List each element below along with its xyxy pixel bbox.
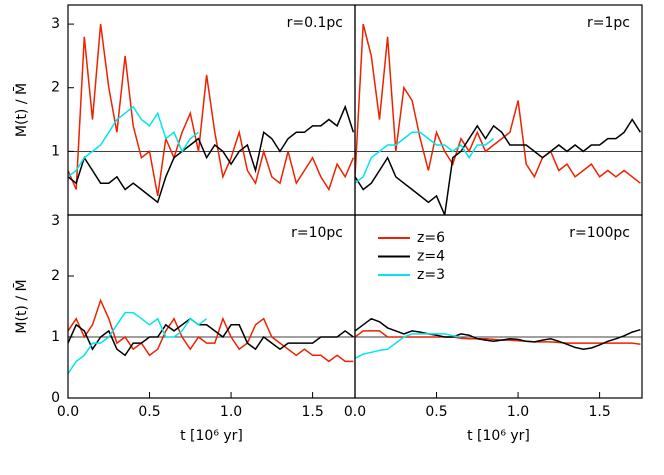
- y-tick-label: 3: [51, 16, 60, 32]
- series-line: [355, 23, 641, 184]
- x-tick-label: 0.5: [138, 404, 160, 420]
- series-line: [68, 104, 355, 204]
- x-axis-label: t [10⁶ yr]: [467, 428, 530, 444]
- series-line: [355, 131, 495, 184]
- legend-label: z=3: [417, 267, 445, 283]
- annotation: r=0.1pc: [287, 15, 343, 31]
- series-line: [355, 118, 642, 215]
- y-tick-label: 1: [51, 143, 60, 159]
- panel-frame: [354, 214, 643, 399]
- panel-frame: [67, 214, 356, 399]
- y-axis-label: M(t) / M̄: [12, 279, 30, 333]
- x-tick-label: 0.0: [57, 404, 79, 420]
- x-tick-label: 1.0: [507, 404, 529, 420]
- legend-label: z=6: [417, 230, 445, 246]
- y-tick-label: 0: [51, 390, 60, 406]
- y-tick-label: 2: [51, 80, 60, 96]
- y-axis-label: M(t) / M̄: [12, 83, 30, 137]
- series-line: [355, 333, 462, 360]
- annotation: r=10pc: [291, 225, 343, 241]
- annotation: r=100pc: [569, 225, 630, 241]
- annotation: r=1pc: [587, 15, 630, 31]
- x-tick-label: 1.5: [588, 404, 610, 420]
- y-tick-label: 1: [51, 329, 60, 345]
- x-tick-label: 1.0: [220, 404, 242, 420]
- series-line: [68, 105, 199, 178]
- panel-frame: [354, 4, 643, 216]
- series-line: [68, 317, 354, 357]
- series-line: [68, 24, 355, 197]
- series-line: [68, 311, 208, 375]
- x-tick-label: 0.0: [344, 404, 366, 420]
- series-line: [68, 298, 354, 363]
- x-tick-label: 1.5: [301, 404, 323, 420]
- y-tick-label: 2: [51, 268, 60, 284]
- y-tick-label: 3: [51, 213, 60, 229]
- legend-label: z=4: [417, 249, 445, 265]
- series-line: [355, 317, 641, 350]
- x-axis-label: t [10⁶ yr]: [180, 428, 243, 444]
- series-line: [355, 330, 641, 346]
- x-tick-label: 0.5: [425, 404, 447, 420]
